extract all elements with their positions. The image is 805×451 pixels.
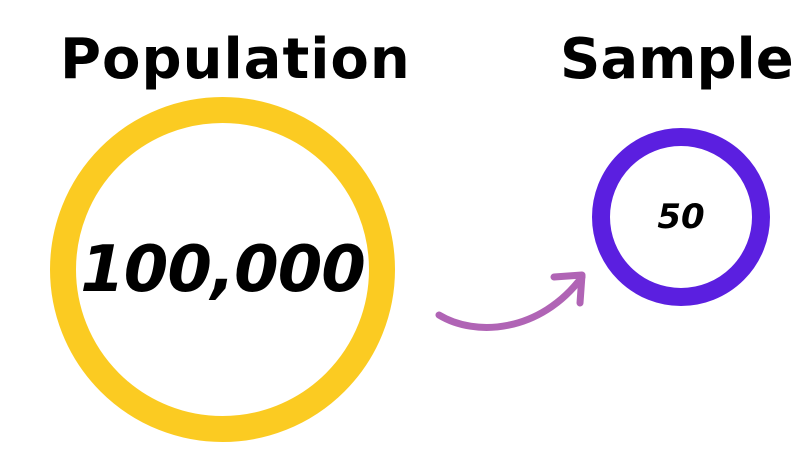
population-title: Population — [60, 27, 411, 92]
sample-circle: 50 — [592, 128, 770, 306]
curved-arrow-icon — [435, 271, 586, 331]
sample-title: Sample — [560, 27, 794, 92]
population-circle: 100,000 — [50, 97, 395, 442]
arrow-head — [550, 271, 586, 307]
population-value: 100,000 — [80, 232, 365, 307]
arrow-shaft — [435, 273, 586, 331]
sample-value: 50 — [657, 197, 705, 237]
